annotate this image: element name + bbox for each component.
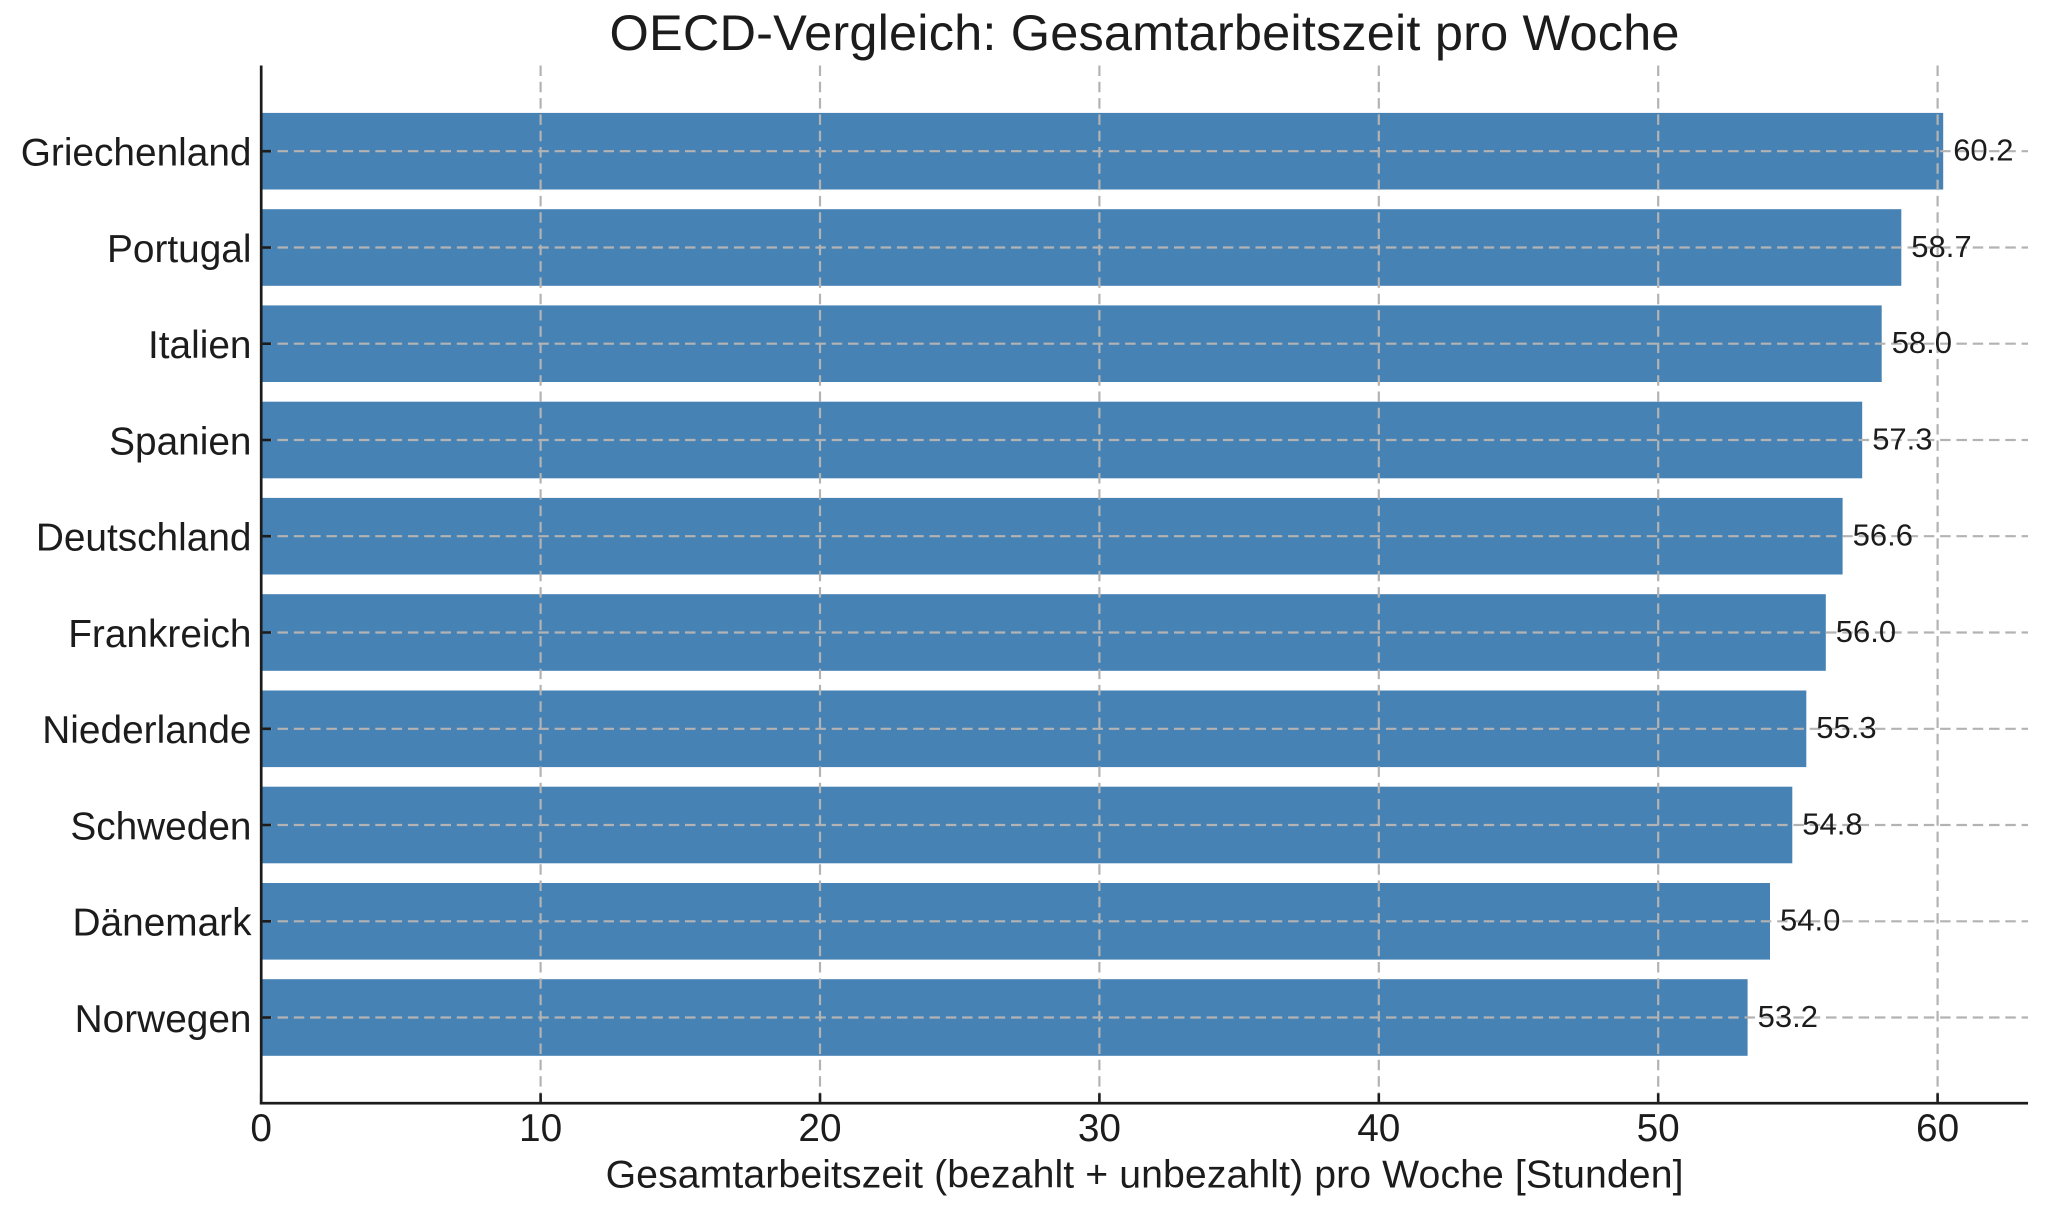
svg-text:60.2: 60.2 [1953, 133, 2013, 168]
svg-text:Deutschland: Deutschland [36, 517, 252, 560]
svg-text:56.6: 56.6 [1853, 518, 1913, 553]
svg-text:58.7: 58.7 [1911, 229, 1971, 264]
svg-text:40: 40 [1357, 1107, 1400, 1150]
svg-text:Italien: Italien [148, 324, 252, 367]
svg-text:OECD-Vergleich: Gesamtarbeitsz: OECD-Vergleich: Gesamtarbeitszeit pro Wo… [610, 4, 1680, 61]
svg-text:56.0: 56.0 [1836, 614, 1896, 649]
svg-text:55.3: 55.3 [1816, 710, 1876, 745]
svg-text:10: 10 [519, 1107, 562, 1150]
svg-text:58.0: 58.0 [1892, 325, 1952, 360]
svg-text:20: 20 [798, 1107, 841, 1150]
svg-text:Griechenland: Griechenland [21, 132, 252, 175]
svg-text:Norwegen: Norwegen [75, 998, 252, 1041]
svg-text:Gesamtarbeitszeit (bezahlt + u: Gesamtarbeitszeit (bezahlt + unbezahlt) … [606, 1154, 1684, 1197]
svg-text:60: 60 [1916, 1107, 1959, 1150]
svg-text:0: 0 [250, 1107, 272, 1150]
svg-text:57.3: 57.3 [1872, 421, 1932, 456]
svg-text:Dänemark: Dänemark [73, 902, 253, 945]
svg-text:30: 30 [1078, 1107, 1121, 1150]
svg-text:Niederlande: Niederlande [42, 709, 251, 752]
svg-text:Portugal: Portugal [107, 228, 252, 271]
svg-text:54.8: 54.8 [1802, 806, 1862, 841]
svg-text:Frankreich: Frankreich [68, 613, 251, 656]
svg-text:Schweden: Schweden [70, 805, 251, 848]
svg-text:50: 50 [1637, 1107, 1680, 1150]
svg-text:53.2: 53.2 [1758, 999, 1818, 1034]
svg-text:54.0: 54.0 [1780, 903, 1840, 938]
svg-text:Spanien: Spanien [109, 420, 251, 463]
